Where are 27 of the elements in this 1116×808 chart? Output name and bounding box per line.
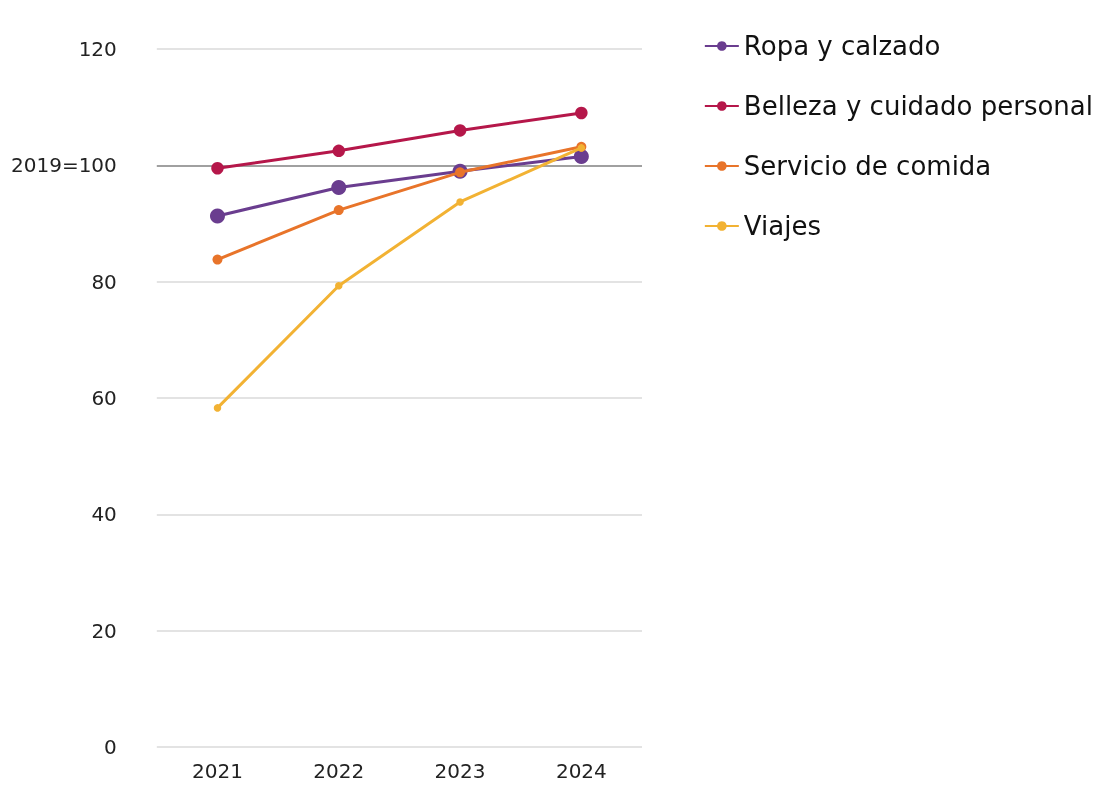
point [331,179,347,195]
point [213,404,222,412]
y-tick-label: 40 [91,502,117,527]
y-tick-label: 0 [104,735,117,759]
legend-label: Servicio de comida [743,151,992,181]
point [332,144,346,158]
y-tick-label: 120 [78,37,117,61]
point [212,254,223,265]
x-tick-label: 2023 [434,759,486,783]
point [335,281,343,290]
point [333,205,344,216]
point [573,149,589,165]
y-tick-label: 20 [91,618,117,643]
y-tick-label: 2019=100 [10,153,117,178]
x-tick-label: 2021 [192,759,243,783]
y-tick-label: 80 [91,269,117,294]
legend-label: Ropa y calzado [743,31,941,61]
point [575,106,588,120]
legend-label: Belleza y cuidado personal [743,91,1094,121]
y-tick-label: 60 [91,386,117,410]
x-tick-label: 2022 [313,759,365,783]
point [209,208,225,224]
point [453,124,467,137]
legend-label: Viajes [743,211,821,241]
point [456,198,464,206]
point [211,161,224,175]
x-tick-label: 2024 [555,759,607,783]
